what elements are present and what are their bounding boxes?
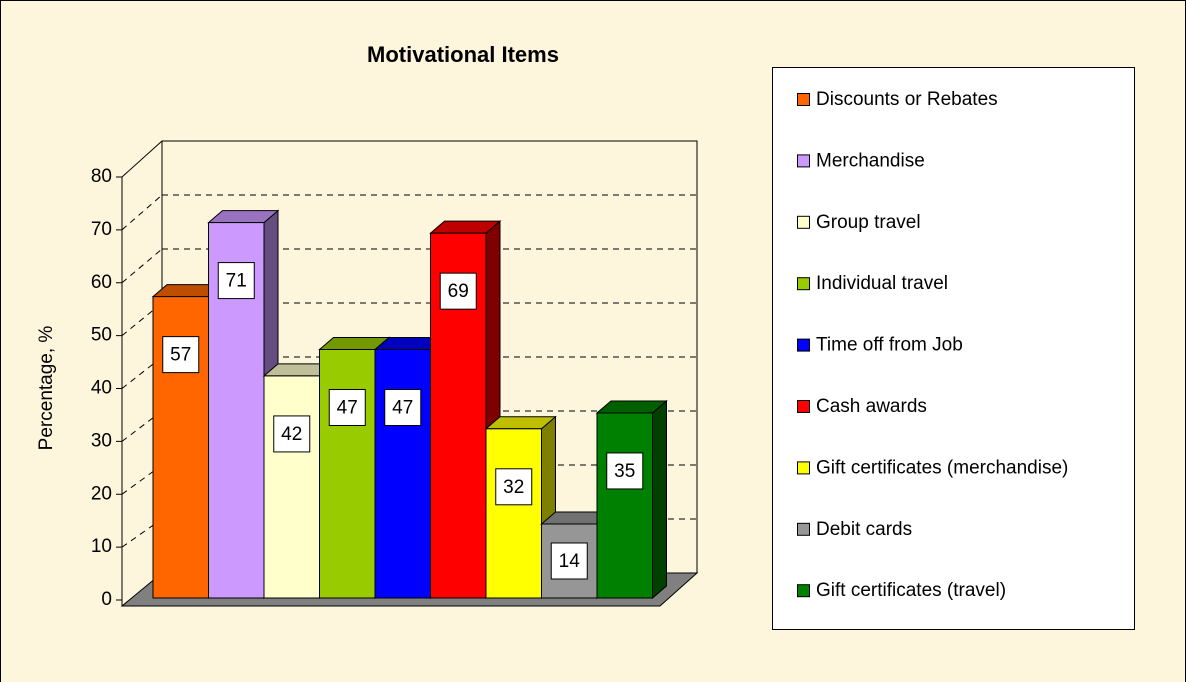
y-tick-label: 20 [91,483,112,504]
grid-line [121,248,163,284]
legend-label: Cash awards [816,396,927,417]
legend-swatch [797,338,810,352]
value-label-box [328,388,366,426]
grid-line [121,302,163,337]
grid-line [121,464,163,495]
side-wall-edge [121,140,163,178]
value-label: 14 [559,551,581,572]
legend-swatch [797,277,810,291]
value-label: 42 [281,424,302,445]
y-tick-label: 10 [91,536,112,557]
value-label: 47 [337,398,358,419]
value-label-box [550,542,588,580]
value-label-box [384,388,422,426]
bar-front [319,348,376,599]
grid-line [121,194,163,231]
legend-label: Individual travel [816,273,948,294]
value-label: 32 [503,477,524,498]
value-label-box [217,262,255,300]
legend [772,67,1135,630]
legend-label: Discounts or Rebates [816,89,998,110]
bar: 35 [595,399,668,600]
bar-side [652,399,667,600]
grid-line [121,356,163,389]
legend-label: Gift certificates (merchandise) [816,457,1068,478]
value-label: 57 [170,345,191,366]
legend-swatch [797,584,810,598]
y-tick-label: 70 [91,219,112,240]
bar: 32 [484,415,557,600]
y-axis-label: Percentage, % [36,326,57,451]
bar-front [263,375,320,599]
legend-swatch [797,522,810,536]
value-label-box [495,468,533,506]
legend-swatch [797,215,810,229]
legend-swatch [797,154,810,168]
y-tick-label: 30 [91,430,112,451]
value-label-box [606,452,644,490]
legend-swatch [797,400,810,413]
bar-front [374,348,431,599]
legend-label: Gift certificates (travel) [816,580,1006,601]
legend-swatch [797,461,810,475]
grid-line [121,410,163,442]
value-label-box [439,272,477,310]
value-label-box [162,336,200,374]
chart-title: Motivational Items [367,42,559,67]
y-tick-label: 0 [101,589,112,610]
bar-front [485,428,542,599]
value-label: 71 [226,271,247,292]
legend-swatch [797,93,810,106]
y-tick-label: 50 [91,325,112,346]
legend-label: Debit cards [816,519,912,540]
value-label: 69 [448,281,469,302]
bar-front [596,412,653,599]
grid-line [121,518,163,548]
legend-label: Group travel [816,212,921,233]
y-tick-label: 40 [91,378,112,399]
value-label: 35 [614,461,635,482]
legend-label: Time off from Job [816,335,963,356]
value-label-box [273,415,311,453]
y-tick-label: 80 [91,166,112,187]
y-tick-label: 60 [91,272,112,293]
value-label: 47 [392,398,413,419]
legend-label: Merchandise [816,150,925,171]
